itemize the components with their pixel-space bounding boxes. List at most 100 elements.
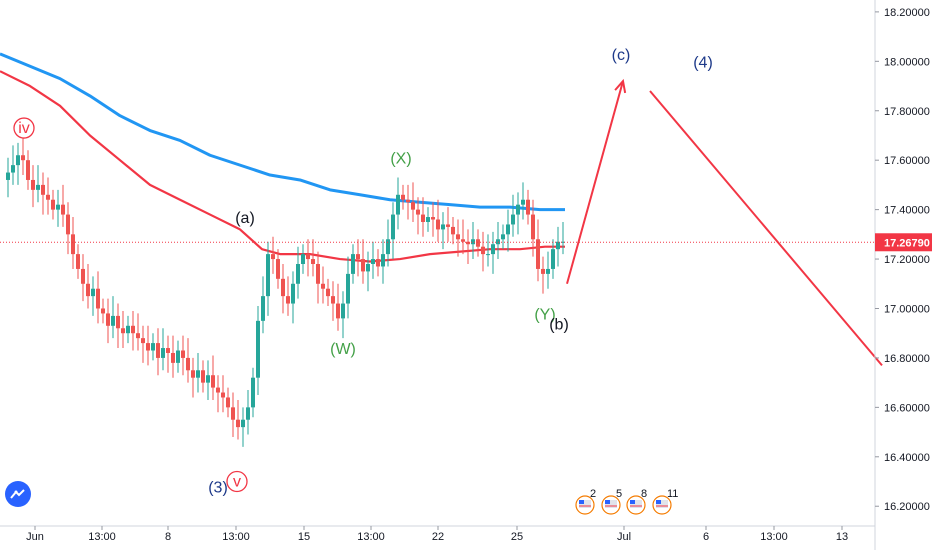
candle-body	[51, 199, 55, 210]
candle-body	[256, 320, 260, 378]
candle-body	[146, 343, 150, 351]
candle-body	[201, 370, 205, 383]
y-tick-label: 18.20000	[884, 7, 930, 19]
event-count-label: 11	[667, 488, 678, 500]
candles	[6, 137, 565, 447]
candle-body	[101, 308, 105, 314]
candle-body	[466, 241, 470, 245]
candle-body	[386, 239, 390, 255]
y-tick-label: 18.00000	[884, 56, 930, 68]
candle-body	[541, 268, 545, 274]
candle-body	[91, 288, 95, 297]
flag-canton-icon	[630, 500, 635, 504]
candle-body	[206, 375, 210, 383]
candle-body	[506, 224, 510, 235]
y-tick-label: 16.20000	[884, 501, 930, 513]
time-axis[interactable]: Jun 13:00 8 13:00 15 13:00 22 25 Jul 6 13:00 13	[0, 525, 875, 543]
wave-label: (a)	[235, 210, 255, 227]
candle-body	[536, 239, 540, 269]
candle-body	[351, 254, 355, 274]
candle-body	[346, 273, 350, 304]
flag-canton-icon	[656, 500, 661, 504]
candle-body	[496, 239, 500, 245]
candle-body	[511, 214, 515, 225]
candle-body	[166, 348, 170, 353]
candle-body	[526, 199, 530, 215]
candle-body	[176, 350, 180, 363]
candle-body	[551, 249, 555, 269]
candle-body	[76, 254, 80, 269]
candle-body	[461, 239, 465, 242]
candle-body	[196, 370, 200, 378]
wave-label: iv	[18, 120, 30, 137]
candle-body	[126, 325, 130, 334]
candle-body	[226, 397, 230, 408]
candle-body	[401, 194, 405, 200]
moving-averages	[0, 52, 565, 263]
projection-line	[566, 80, 624, 285]
candle-body	[111, 315, 115, 326]
candle-body	[141, 338, 145, 344]
candle-body	[446, 224, 450, 227]
y-tick-label: 17.20000	[884, 254, 930, 266]
candle-body	[561, 241, 565, 243]
candle-body	[236, 419, 240, 428]
candle-body	[261, 296, 265, 321]
candle-body	[151, 343, 155, 351]
candle-body	[26, 160, 30, 180]
projection-line	[649, 90, 883, 366]
candle-body	[66, 214, 70, 235]
candle-body	[86, 283, 90, 297]
candle-body	[116, 315, 120, 329]
candle-body	[6, 172, 10, 180]
candle-body	[31, 179, 35, 190]
tradingview-logo-icon[interactable]	[5, 481, 31, 507]
candle-body	[481, 246, 485, 255]
us-flag-icon	[605, 500, 617, 508]
x-tick-label: 13	[836, 531, 848, 543]
x-tick-label: 15	[298, 531, 310, 543]
price-axis[interactable]: 18.20000 18.00000 17.80000 17.60000 17.40000…	[874, 0, 932, 550]
wave-label: (b)	[549, 316, 569, 333]
candle-body	[186, 357, 190, 371]
x-tick-label: Jun	[26, 531, 44, 543]
candle-body	[516, 204, 520, 215]
candle-body	[181, 350, 185, 358]
candle-body	[161, 348, 165, 358]
candle-body	[266, 254, 270, 297]
us-flag-icon	[579, 500, 591, 508]
candle-body	[106, 313, 110, 326]
y-tick-label: 16.40000	[884, 452, 930, 464]
candle-body	[221, 392, 225, 398]
x-tick-label: Jul	[617, 531, 631, 543]
candle-body	[21, 155, 25, 161]
wave-label: (3)	[208, 479, 228, 496]
candle-body	[476, 239, 480, 247]
wave-label: (X)	[390, 151, 411, 168]
event-count-label: 2	[590, 488, 596, 500]
y-tick-label: 16.80000	[884, 353, 930, 365]
candle-body	[311, 259, 315, 264]
blue-moving-average-line	[0, 52, 565, 212]
wave-label: (c)	[612, 47, 631, 64]
y-tick-label: 16.60000	[884, 402, 930, 414]
candle-body	[451, 226, 455, 235]
candle-body	[96, 288, 100, 309]
candle-body	[521, 199, 525, 205]
candle-body	[531, 214, 535, 240]
event-count-label: 8	[641, 488, 647, 500]
candle-body	[376, 259, 380, 267]
candle-body	[46, 194, 50, 200]
candle-body	[436, 219, 440, 230]
candle-body	[306, 254, 310, 260]
x-tick-label: 8	[165, 531, 171, 543]
wave-label: v	[233, 474, 241, 491]
economic-events: 2 5 8 11	[575, 488, 678, 515]
candle-body	[326, 288, 330, 297]
x-tick-label: 13:00	[357, 531, 385, 543]
arrow-head	[614, 78, 627, 94]
candle-body	[251, 377, 255, 408]
candle-body	[211, 375, 215, 388]
candle-body	[336, 303, 340, 319]
